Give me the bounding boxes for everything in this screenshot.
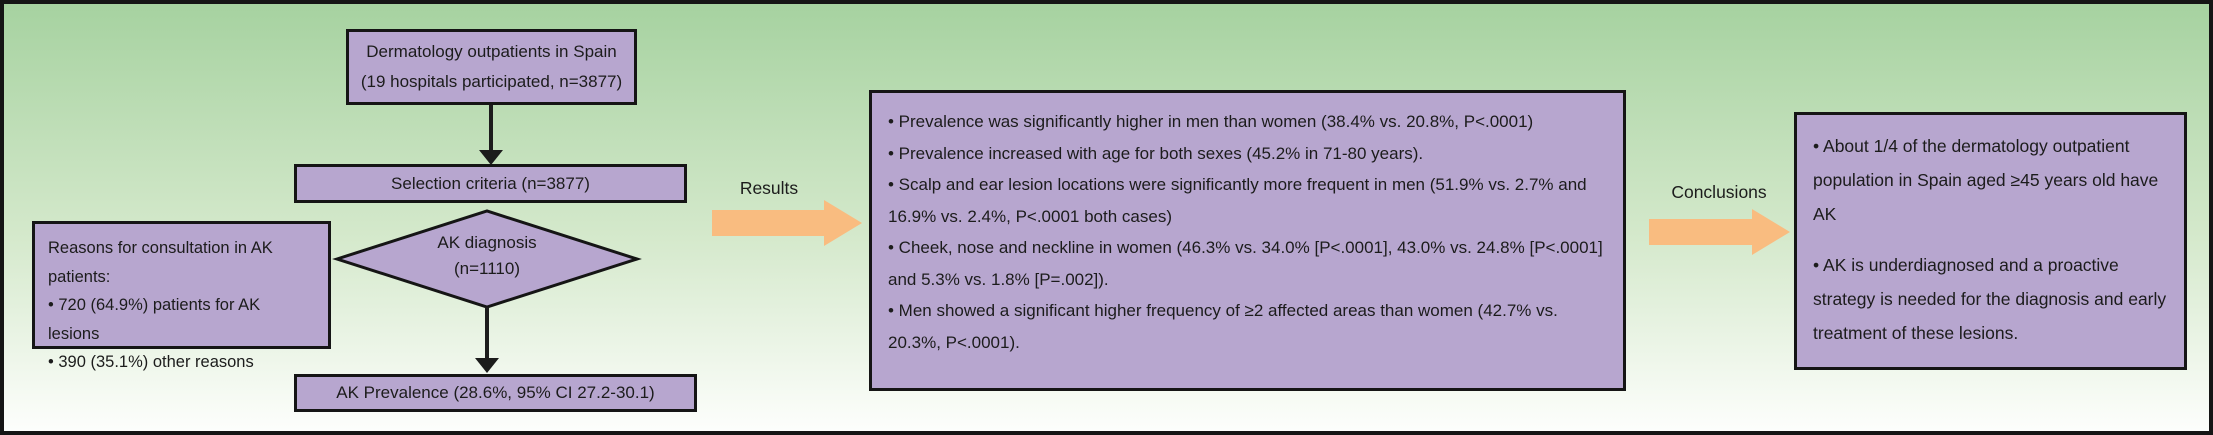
- results-bullet: • Men showed a significant higher freque…: [888, 301, 1558, 352]
- box-conclusions: • About 1/4 of the dermatology outpatien…: [1794, 112, 2187, 370]
- results-arrow-icon: [712, 200, 862, 246]
- results-label: Results: [739, 178, 799, 198]
- box-reasons-bullet: • 390 (35.1%) other reasons: [48, 353, 254, 371]
- box-dermatology-line2: (19 hospitals participated, n=3877): [360, 72, 623, 91]
- box-dermatology-outpatients: Dermatology outpatients in Spain (19 hos…: [346, 29, 637, 105]
- conclusions-arrow-icon: [1649, 209, 1790, 255]
- diagram-shapes-layer: [332, 105, 1790, 373]
- arrowhead-down-icon: [479, 150, 503, 165]
- results-bullet: • Prevalence was significantly higher in…: [888, 112, 1534, 131]
- conclusions-bullet: • About 1/4 of the dermatology outpatien…: [1813, 136, 2159, 224]
- arrowhead-down-icon: [475, 358, 499, 373]
- box-selection-criteria: Selection criteria (n=3877): [294, 164, 687, 203]
- box-prevalence-label: AK Prevalence (28.6%, 95% CI 27.2-30.1): [336, 383, 655, 402]
- diamond-line2: (n=1110): [454, 259, 520, 278]
- box-selection-label: Selection criteria (n=3877): [391, 173, 590, 193]
- results-bullet: • Prevalence increased with age for both…: [888, 143, 1424, 163]
- diamond-line1: AK diagnosis: [437, 233, 537, 252]
- conclusions-bullet: • AK is underdiagnosed and a proactive s…: [1813, 255, 2167, 343]
- results-bullet: • Scalp and ear lesion locations were si…: [888, 175, 1587, 226]
- results-bullet: • Cheek, nose and neckline in women (46.…: [888, 238, 1603, 289]
- conclusions-label: Conclusions: [1671, 182, 1767, 202]
- box-results: • Prevalence was significantly higher in…: [869, 90, 1626, 391]
- diamond-ak-diagnosis-label: AK diagnosis (n=1110): [387, 230, 587, 282]
- box-dermatology-line1: Dermatology outpatients in Spain: [366, 42, 617, 61]
- box-reasons-bullet: • 720 (64.9%) patients for AK lesions: [48, 296, 261, 343]
- box-ak-prevalence: AK Prevalence (28.6%, 95% CI 27.2-30.1): [294, 374, 697, 412]
- decision-diamond-shape: [332, 209, 642, 309]
- box-consultation-reasons: Reasons for consultation in AK patients:…: [32, 221, 331, 371]
- box-reasons-title: Reasons for consultation in AK patients:: [48, 239, 273, 286]
